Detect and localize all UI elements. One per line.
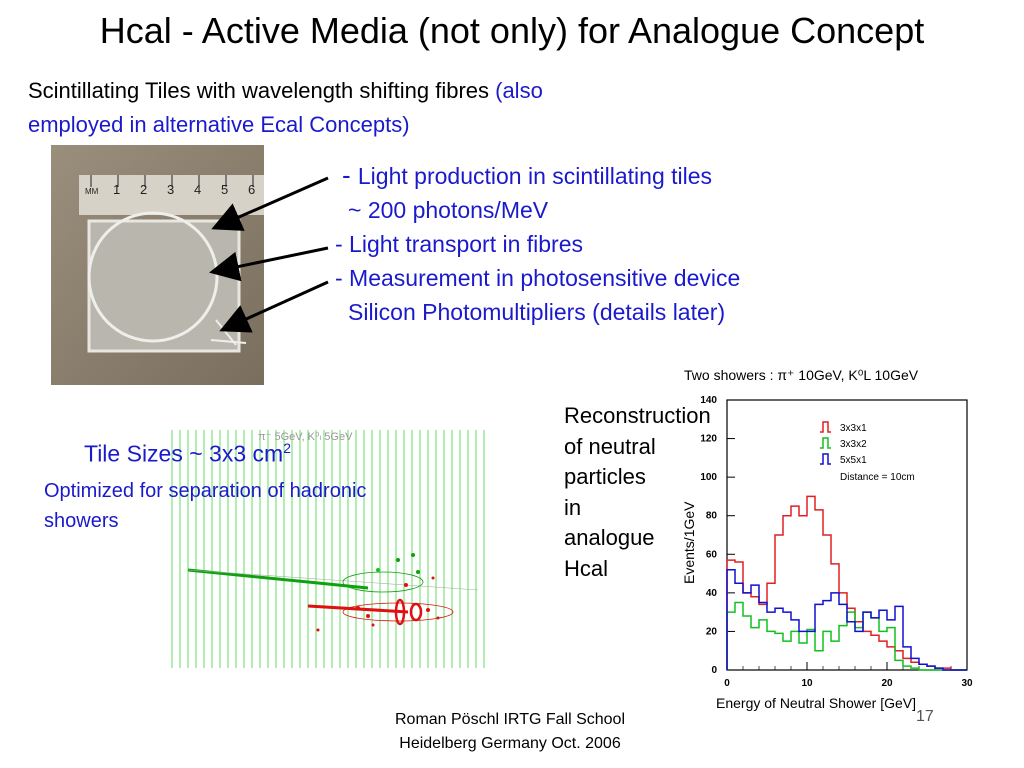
recon-line: in: [564, 494, 582, 520]
series-5x5x1: [726, 568, 967, 671]
y-tick-label: 0: [711, 665, 717, 676]
ruler-num: 5: [221, 182, 228, 197]
series-3x3x2: [726, 601, 967, 671]
x-tick-label: 20: [881, 678, 893, 689]
bullet-2: - Light transport in fibres: [335, 231, 584, 257]
legend-swatch: [820, 453, 831, 465]
y-tick-label: 20: [706, 626, 718, 637]
shower-2: [307, 598, 454, 632]
ruler-num: 6: [248, 182, 255, 197]
ruler-num: 2: [140, 182, 147, 197]
arrow-1: [211, 176, 329, 231]
x-axis-label: Energy of Neutral Shower [GeV]: [716, 695, 916, 711]
y-tick-label: 60: [706, 549, 718, 560]
ruler-label: MM: [85, 187, 99, 196]
y-tick-label: 80: [706, 511, 718, 522]
ruler: MM 1 2 3 4 5 6: [79, 175, 264, 215]
legend: 3x3x1 3x3x2 5x5x1 Distance = 10cm: [820, 421, 915, 483]
legend-label: 3x3x1: [840, 423, 867, 434]
arrow-3: [219, 280, 329, 333]
event-label: π⁻ 5GeV, K⁰ₗ 5GeV: [258, 431, 353, 443]
reconstruction-text: Reconstruction of neutral particles in a…: [564, 401, 764, 584]
ruler-num: 4: [194, 182, 201, 197]
ruler-num: 1: [113, 182, 120, 197]
legend-note: Distance = 10cm: [840, 472, 915, 483]
bullet-3-sub: Silicon Photomultipliers (details later): [348, 299, 726, 325]
chart-title: Two showers : π⁺ 10GeV, K⁰L 10GeV: [684, 367, 919, 383]
footer-line-1: Roman Pöschl IRTG Fall School: [394, 711, 625, 728]
bullet-1-sub: ~ 200 photons/MeV: [348, 197, 549, 223]
footer: Roman Pöschl IRTG Fall School Heidelberg…: [340, 708, 680, 756]
y-axis-label: Events/1GeV: [681, 501, 697, 584]
slide-title: Hcal - Active Media (not only) for Analo…: [99, 10, 925, 51]
y-tick-label: 140: [700, 395, 717, 406]
axis-ticks: 0 10 20 30 0 20 40 60 80 100 120 140: [700, 395, 973, 689]
tile-sizes-description: Optimized for separation of hadronic sho…: [44, 480, 367, 532]
x-tick-label: 0: [724, 678, 730, 689]
bullet-3: - Measurement in photosensitive device: [335, 265, 741, 291]
y-tick-label: 40: [706, 588, 718, 599]
series-layer: [726, 495, 967, 671]
scintillator-tile: [87, 211, 247, 353]
legend-label: 5x5x1: [840, 455, 867, 466]
intro-blue-1: (also: [495, 78, 543, 103]
recon-line: analogue: [564, 525, 655, 550]
detector-layers: [171, 430, 485, 668]
page-number: 17: [916, 708, 934, 725]
recon-line: particles: [564, 464, 646, 489]
x-tick-label: 10: [801, 678, 813, 689]
ruler-num: 3: [167, 182, 174, 197]
shower-1: [187, 553, 479, 593]
recon-line: Reconstruction: [564, 403, 711, 428]
energy-histogram: Two showers : π⁺ 10GeV, K⁰L 10GeV 0 10 20 3…: [681, 367, 973, 711]
bullet-1: - Light production in scintillating tile…: [342, 160, 713, 190]
legend-swatch: [820, 421, 831, 433]
y-tick-label: 120: [700, 434, 717, 445]
footer-line-2: Heidelberg Germany Oct. 2006: [399, 735, 621, 752]
intro-black: Scintillating Tiles with wavelength shif…: [28, 78, 496, 103]
intro-blue-2: employed in alternative Ecal Concepts): [28, 112, 410, 137]
recon-line: Hcal: [564, 555, 609, 581]
tile-sizes-label: Tile Sizes ~ 3x3 cm2: [84, 440, 291, 467]
legend-swatch: [820, 437, 831, 449]
arrow-2: [209, 246, 329, 282]
y-tick-label: 100: [700, 472, 717, 483]
intro-text: Scintillating Tiles with wavelength shif…: [28, 74, 543, 142]
legend-label: 3x3x2: [840, 439, 867, 450]
x-tick-label: 30: [961, 678, 973, 689]
recon-line: of neutral: [564, 433, 656, 459]
event-display: π⁻ 5GeV, K⁰ₗ 5GeV: [168, 420, 488, 668]
arrows: [209, 176, 329, 333]
